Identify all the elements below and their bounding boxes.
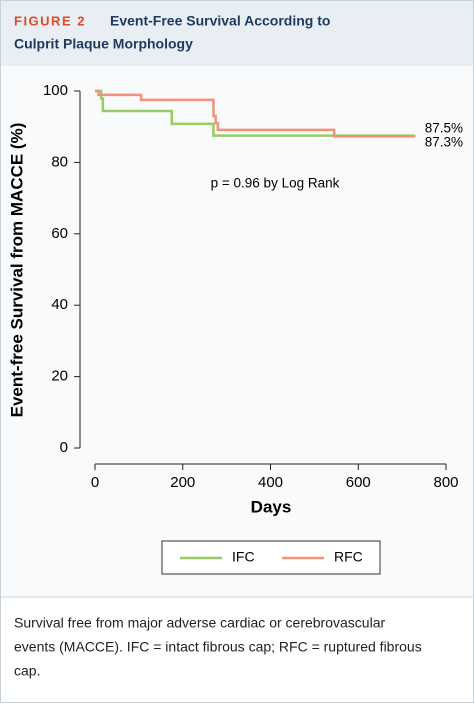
chart-panel	[0, 66, 474, 597]
y-tick-label: 40	[51, 296, 68, 313]
y-tick-label: 0	[60, 439, 68, 456]
figure-label: FIGURE 2	[14, 13, 86, 28]
header-band	[0, 0, 474, 66]
y-tick-label: 20	[51, 368, 68, 385]
caption-line: cap.	[14, 663, 40, 679]
x-tick-label: 0	[91, 474, 99, 491]
caption-line: events (MACCE). IFC = intact fibrous cap…	[14, 639, 422, 655]
y-tick-label: 80	[51, 153, 68, 170]
x-tick-label: 600	[346, 474, 371, 491]
figure-title: Event-Free Survival According to	[110, 13, 330, 29]
end-label: 87.5%	[425, 121, 463, 136]
y-tick-label: 100	[43, 82, 68, 99]
p-value-annotation: p = 0.96 by Log Rank	[211, 176, 340, 191]
x-tick-label: 400	[258, 474, 283, 491]
survival-curve	[95, 89, 416, 138]
legend-label: IFC	[232, 549, 255, 565]
x-axis-label: Days	[251, 497, 292, 516]
x-tick-label: 800	[433, 474, 458, 491]
x-tick-label: 200	[170, 474, 195, 491]
legend-label: RFC	[334, 549, 363, 565]
y-tick-label: 60	[51, 225, 68, 242]
y-axis-label: Event-free Survival from MACCE (%)	[7, 123, 26, 418]
end-label: 87.3%	[425, 135, 463, 150]
caption-line: Survival free from major adverse cardiac…	[14, 615, 385, 631]
legend	[161, 540, 381, 575]
figure-title: Culprit Plaque Morphology	[14, 36, 193, 52]
